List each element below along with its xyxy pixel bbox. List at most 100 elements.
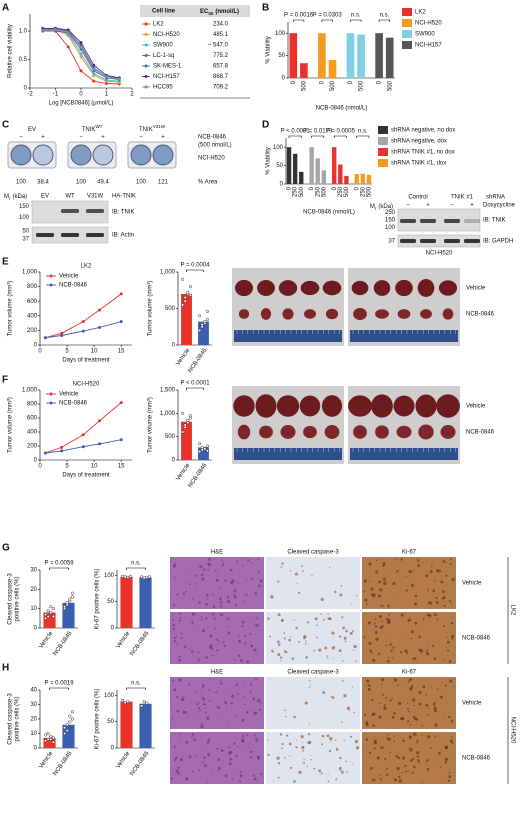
column-label: H&E (211, 550, 223, 556)
x-axis-label: Days of treatment (62, 473, 110, 479)
texture (294, 746, 296, 748)
tumor (304, 309, 316, 319)
x-tick-label: 0 (309, 186, 315, 190)
texture (427, 708, 430, 710)
bar (318, 33, 326, 78)
data-point (65, 723, 69, 727)
x-axis-label: Days of treatment (62, 358, 110, 364)
texture (249, 683, 253, 686)
texture (200, 618, 203, 621)
data-point (81, 445, 85, 449)
texture (218, 707, 221, 709)
texture (450, 621, 454, 625)
texture (277, 643, 281, 646)
texture (201, 735, 203, 737)
data-point (119, 292, 123, 296)
texture (180, 632, 183, 635)
texture (204, 703, 207, 706)
data-point (105, 78, 108, 82)
texture (227, 617, 230, 620)
texture (412, 757, 415, 760)
texture (293, 780, 296, 783)
band (464, 219, 480, 223)
texture (179, 619, 181, 621)
texture (416, 755, 420, 758)
texture (295, 739, 297, 741)
texture (407, 770, 409, 772)
x-tick-label: 500 (330, 80, 336, 91)
texture (185, 590, 187, 593)
texture (418, 648, 421, 652)
texture (415, 717, 419, 721)
texture (378, 702, 381, 705)
texture (250, 750, 253, 754)
texture (346, 771, 348, 774)
band (86, 209, 104, 213)
texture (250, 562, 252, 564)
p-value: n.s. (351, 13, 361, 19)
texture (180, 617, 182, 620)
texture (393, 740, 395, 742)
texture (322, 691, 326, 694)
texture (221, 601, 223, 603)
texture (309, 680, 311, 682)
lane-label: WT (65, 194, 75, 200)
panel-label: F (2, 375, 8, 386)
texture (343, 636, 347, 640)
texture (339, 756, 342, 760)
chart-title: NCI-H520 (73, 382, 100, 388)
texture (214, 570, 217, 573)
y-tick-label: 20 (30, 587, 37, 593)
data-point (128, 574, 132, 578)
bracket (292, 19, 305, 22)
texture (321, 734, 325, 738)
texture (374, 625, 378, 628)
table-cell: 709.2 (213, 85, 229, 91)
data-point (79, 40, 83, 44)
texture (407, 618, 411, 622)
texture (451, 634, 455, 639)
texture (211, 647, 214, 650)
texture (380, 746, 383, 749)
texture (364, 713, 367, 716)
tumor (396, 425, 412, 439)
y-tick-label: 600 (27, 299, 38, 305)
texture (215, 638, 218, 641)
texture (340, 585, 343, 587)
texture (218, 717, 220, 719)
y-tick-label: 10 (30, 606, 37, 612)
data-point (188, 285, 192, 289)
texture (277, 761, 281, 765)
group-label: TNIKV31W (139, 124, 166, 133)
texture (382, 564, 385, 568)
texture (400, 613, 404, 617)
texture (296, 582, 299, 585)
y-tick-label: 800 (27, 402, 38, 408)
data-point (183, 423, 187, 427)
texture (256, 756, 260, 760)
texture (286, 651, 288, 654)
texture (430, 747, 432, 750)
texture (293, 619, 296, 621)
blot-label: IB: GAPDH (483, 239, 513, 245)
y-axis-label: Tumor volume (mm³) (8, 281, 14, 337)
tumor (348, 395, 372, 417)
texture (421, 734, 423, 737)
texture (400, 558, 403, 561)
texture (185, 777, 189, 781)
legend-swatch (402, 41, 412, 49)
group-label: TNIK #1 (451, 195, 474, 201)
texture (302, 741, 304, 743)
texture (344, 640, 347, 643)
data-point (51, 614, 55, 618)
tumor (233, 395, 255, 417)
texture (214, 628, 217, 630)
texture (207, 740, 210, 743)
texture (400, 771, 403, 774)
texture (191, 736, 193, 739)
band (464, 239, 480, 243)
texture (233, 589, 237, 593)
texture (397, 684, 399, 687)
marker-label: 150 (385, 218, 396, 224)
sign-label: Doxycycline (483, 203, 516, 209)
